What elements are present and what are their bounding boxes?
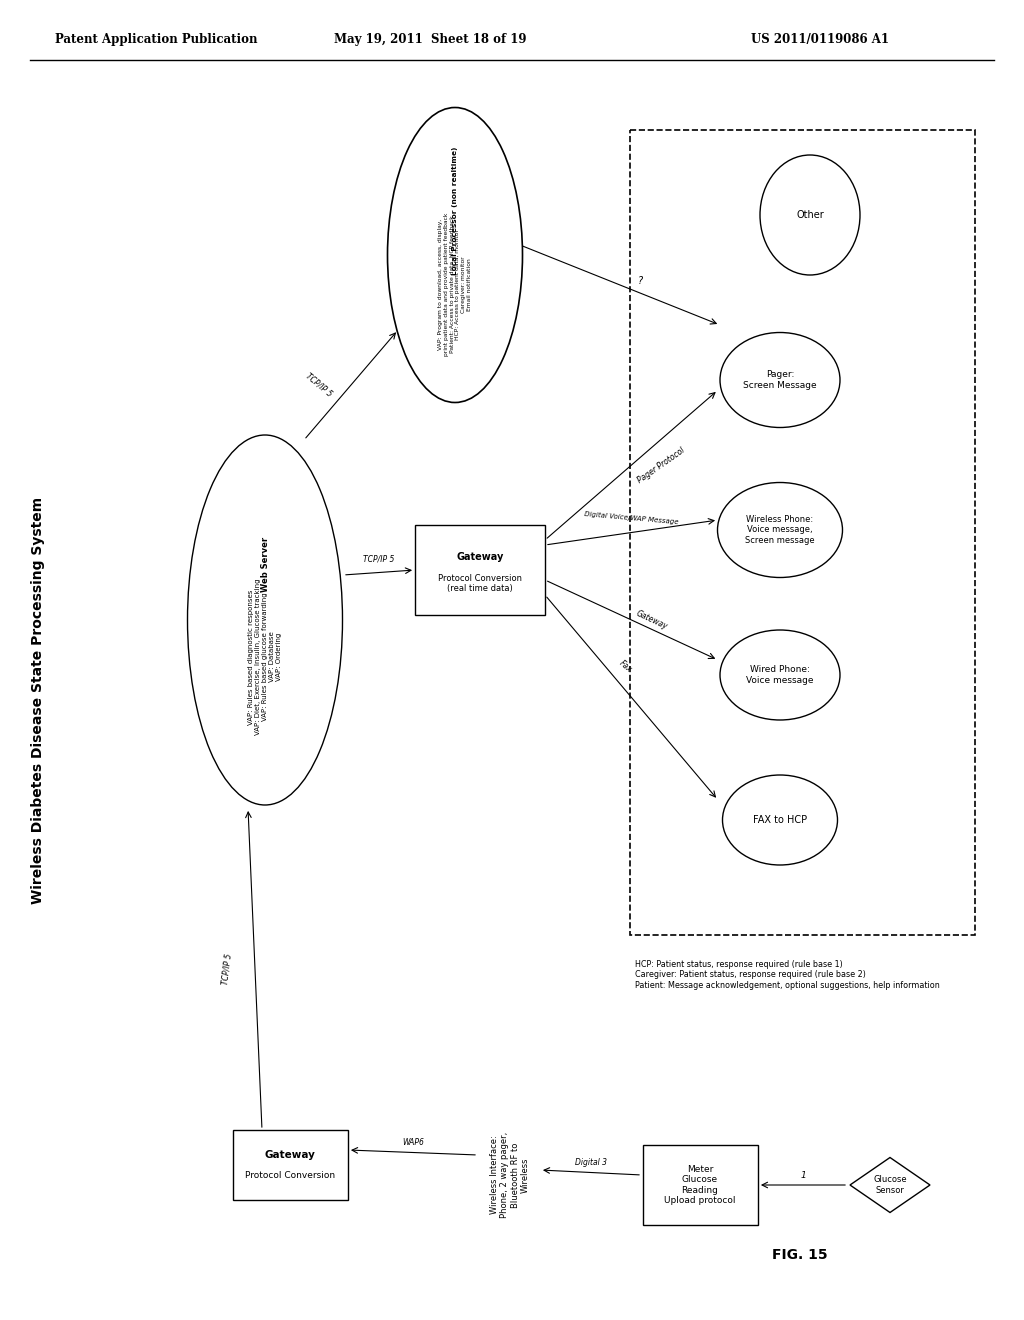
Text: Pager:
Screen Message: Pager: Screen Message [743,371,817,389]
Text: FIG. 15: FIG. 15 [772,1247,827,1262]
Ellipse shape [718,483,843,578]
Bar [415,525,545,615]
Text: Gateway: Gateway [457,552,504,561]
Text: WAP6: WAP6 [402,1138,424,1147]
Text: TCP/IP 5: TCP/IP 5 [304,371,334,399]
Text: US 2011/0119086 A1: US 2011/0119086 A1 [751,33,889,46]
Ellipse shape [760,154,860,275]
Text: Fax: Fax [617,659,634,675]
Ellipse shape [723,775,838,865]
Text: Gateway: Gateway [264,1150,315,1159]
Text: Local Processor (non realtime): Local Processor (non realtime) [452,147,458,275]
Text: VAP: Rules based diagnostic responses
VAP: Diet, Exercise, Insulin, Glucose trac: VAP: Rules based diagnostic responses VA… [248,578,282,735]
Bar [232,1130,347,1200]
Text: Wireless Phone:
Voice message,
Screen message: Wireless Phone: Voice message, Screen me… [745,515,815,545]
Polygon shape [850,1158,930,1213]
Text: HCP: Patient status, response required (rule base 1)
Caregiver: Patient status, : HCP: Patient status, response required (… [635,960,940,990]
Text: Meter
Glucose
Reading
Upload protocol: Meter Glucose Reading Upload protocol [665,1166,736,1205]
Text: Other: Other [796,210,824,220]
Text: Pager Protocol: Pager Protocol [636,445,687,484]
Text: Glucose
Sensor: Glucose Sensor [873,1175,907,1195]
Text: Wired Phone:
Voice message: Wired Phone: Voice message [746,665,814,685]
Ellipse shape [720,333,840,428]
Ellipse shape [187,436,342,805]
Text: Web Server: Web Server [260,537,269,593]
Text: Wireless Interface:
Phone, 2 way pager,
Bluetooth RF to
Wireless: Wireless Interface: Phone, 2 way pager, … [489,1131,530,1218]
Text: TCP/IP 5: TCP/IP 5 [364,554,394,564]
Text: Protocol Conversion
(real time data): Protocol Conversion (real time data) [438,574,522,593]
Text: Digital 3: Digital 3 [575,1158,607,1167]
Ellipse shape [720,630,840,719]
Text: ?: ? [637,276,643,286]
Text: TCP/IP 5: TCP/IP 5 [220,953,233,985]
Text: FAX to HCP: FAX to HCP [753,814,807,825]
Text: 1: 1 [800,1171,806,1180]
Text: Patent Application Publication: Patent Application Publication [55,33,257,46]
Bar [630,129,975,935]
Text: Gateway: Gateway [634,609,669,631]
Bar [642,1144,758,1225]
Text: Digital Voice/WAP Message: Digital Voice/WAP Message [584,511,679,525]
Text: Wireless Diabetes Disease State Processing System: Wireless Diabetes Disease State Processi… [31,496,45,904]
Text: Protocol Conversion: Protocol Conversion [245,1171,335,1180]
Text: VAP: Program to download, access, display,
print patient data and provide patien: VAP: Program to download, access, displa… [438,213,472,356]
Text: May 19, 2011  Sheet 18 of 19: May 19, 2011 Sheet 18 of 19 [334,33,526,46]
Ellipse shape [387,107,522,403]
